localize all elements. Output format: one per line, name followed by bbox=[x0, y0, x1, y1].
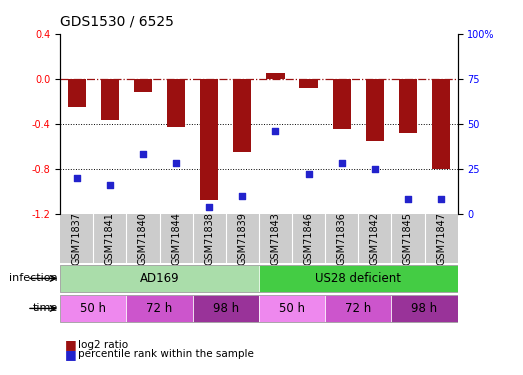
Text: percentile rank within the sample: percentile rank within the sample bbox=[78, 350, 254, 359]
Point bbox=[172, 160, 180, 166]
Point bbox=[337, 160, 346, 166]
Text: 72 h: 72 h bbox=[146, 302, 173, 315]
Text: GSM71840: GSM71840 bbox=[138, 211, 148, 265]
Point bbox=[304, 171, 313, 177]
Bar bbox=[300, 79, 317, 88]
Bar bbox=[67, 79, 86, 107]
Text: 72 h: 72 h bbox=[345, 302, 371, 315]
Point bbox=[437, 196, 445, 202]
Bar bbox=[432, 79, 450, 169]
Bar bbox=[259, 295, 325, 322]
Text: GSM71847: GSM71847 bbox=[436, 211, 446, 265]
Text: ■: ■ bbox=[65, 339, 77, 351]
Text: GSM71841: GSM71841 bbox=[105, 211, 115, 265]
Bar bbox=[101, 79, 119, 120]
Text: infection: infection bbox=[9, 273, 58, 284]
Text: GSM71836: GSM71836 bbox=[337, 211, 347, 265]
Bar bbox=[167, 79, 185, 127]
Point bbox=[238, 193, 246, 199]
Text: US28 deficient: US28 deficient bbox=[315, 272, 401, 285]
Text: GDS1530 / 6525: GDS1530 / 6525 bbox=[60, 14, 174, 28]
Text: 98 h: 98 h bbox=[412, 302, 438, 315]
Bar bbox=[266, 73, 285, 79]
Point bbox=[106, 182, 114, 188]
Bar bbox=[233, 79, 252, 152]
Bar bbox=[325, 295, 391, 322]
Bar bbox=[333, 79, 351, 129]
Text: ■: ■ bbox=[65, 348, 77, 361]
Text: 50 h: 50 h bbox=[279, 302, 305, 315]
Text: GSM71839: GSM71839 bbox=[237, 211, 247, 265]
Text: log2 ratio: log2 ratio bbox=[78, 340, 129, 350]
Text: GSM71846: GSM71846 bbox=[303, 211, 314, 265]
Text: time: time bbox=[32, 303, 58, 313]
Bar bbox=[134, 79, 152, 92]
Bar bbox=[60, 295, 127, 322]
Text: GSM71837: GSM71837 bbox=[72, 211, 82, 265]
Point bbox=[271, 128, 280, 134]
Text: GSM71845: GSM71845 bbox=[403, 211, 413, 265]
Text: GSM71842: GSM71842 bbox=[370, 211, 380, 265]
Bar bbox=[366, 79, 384, 141]
Point bbox=[205, 204, 213, 210]
Text: 50 h: 50 h bbox=[80, 302, 106, 315]
Point bbox=[139, 152, 147, 157]
Text: GSM71843: GSM71843 bbox=[270, 211, 280, 265]
Bar bbox=[60, 265, 259, 292]
Bar bbox=[259, 265, 458, 292]
Text: GSM71838: GSM71838 bbox=[204, 211, 214, 265]
Bar bbox=[399, 79, 417, 133]
Point bbox=[371, 166, 379, 172]
Text: AD169: AD169 bbox=[140, 272, 179, 285]
Point bbox=[73, 175, 81, 181]
Text: GSM71844: GSM71844 bbox=[171, 211, 181, 265]
Point bbox=[404, 196, 412, 202]
Bar bbox=[127, 295, 192, 322]
Bar bbox=[391, 295, 458, 322]
Bar bbox=[200, 79, 218, 200]
Text: 98 h: 98 h bbox=[213, 302, 239, 315]
Bar bbox=[192, 295, 259, 322]
